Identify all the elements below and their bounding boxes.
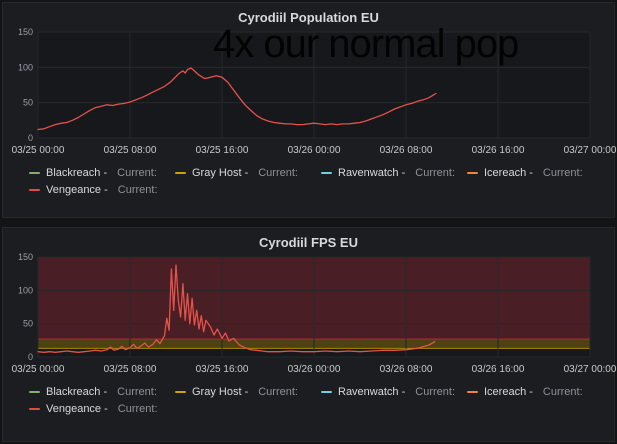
population-chart[interactable]: 0 50 100 150 03/25 00:00 03/25 08:00 03/25 16:… — [6, 27, 617, 160]
series-current-value: Current: — [117, 402, 158, 415]
panel-population: Cyrodiil Population EU 0 50 100 150 03/25 00… — [2, 2, 617, 218]
x-tick-label: 03/26 00:00 — [288, 145, 341, 156]
panel-title-fps[interactable]: Cyrodiil FPS EU — [259, 234, 358, 250]
series-color-icon — [29, 407, 40, 410]
series-line-vengeance — [37, 67, 437, 131]
y-tick-label: 100 — [18, 285, 33, 295]
legend-item-blackreach[interactable]: Blackreach - Current: — [29, 386, 175, 398]
x-tick-label: 03/25 16:00 — [196, 145, 249, 156]
x-tick-label: 03/26 00:00 — [288, 364, 341, 375]
series-name-label: Ravenwatch - — [338, 385, 406, 398]
series-current-value: Current: — [117, 385, 157, 398]
y-tick-label: 0 — [28, 352, 33, 362]
series-line-vengeance — [37, 263, 436, 353]
panel-title-population[interactable]: Cyrodiil Population EU — [238, 10, 379, 25]
series-name-label: Ravenwatch - — [338, 167, 406, 179]
series-name-label: Gray Host - — [192, 385, 249, 398]
x-tick-label: 03/26 16:00 — [472, 364, 525, 375]
x-tick-label: 03/25 08:00 — [104, 364, 157, 375]
series-color-icon — [175, 390, 186, 393]
y-tick-label: 0 — [28, 133, 33, 143]
legend-population: Blackreach - Current: Gray Host - Current: R… — [5, 167, 612, 196]
legend-item-ravenwatch[interactable]: Ravenwatch - Current: — [321, 167, 467, 179]
x-tick-label: 03/26 08:00 — [380, 364, 433, 375]
legend-item-gray-host[interactable]: Gray Host - Current: — [175, 386, 321, 398]
x-tick-label: 03/25 00:00 — [12, 145, 65, 156]
legend-item-blackreach[interactable]: Blackreach - Current: — [29, 167, 175, 179]
fps-chart[interactable]: 0 50 100 150 03/25 00:00 03/25 08:00 03/25 16:… — [6, 252, 617, 379]
y-tick-label: 50 — [23, 98, 33, 108]
legend-item-icereach[interactable]: Icereach - Current: — [467, 167, 613, 179]
y-tick-label: 50 — [23, 318, 33, 328]
series-current-value: Current: — [117, 184, 158, 196]
x-tick-label: 03/25 00:00 — [12, 364, 65, 375]
series-current-value: Current: — [117, 167, 157, 179]
y-tick-label: 150 — [18, 27, 33, 37]
series-current-value: Current: — [258, 167, 298, 179]
series-color-icon — [467, 390, 478, 393]
x-tick-label: 03/26 08:00 — [380, 145, 433, 156]
series-name-label: Blackreach - — [46, 167, 108, 179]
legend-item-vengeance[interactable]: Vengeance - Current: — [29, 403, 175, 415]
legend-item-gray-host[interactable]: Gray Host - Current: — [175, 167, 321, 179]
series-name-label: Blackreach - — [46, 385, 108, 398]
panel-fps: Cyrodiil FPS EU 0 50 100 150 03/25 00:00 03/2… — [2, 226, 617, 442]
y-tick-label: 150 — [18, 252, 33, 262]
series-name-label: Vengeance - — [46, 402, 108, 415]
legend-item-icereach[interactable]: Icereach - Current: — [467, 386, 613, 398]
series-current-value: Current: — [542, 385, 583, 398]
series-name-label: Icereach - — [484, 167, 533, 179]
series-current-value: Current: — [258, 385, 298, 398]
series-color-icon — [467, 172, 478, 174]
series-name-label: Vengeance - — [46, 184, 108, 196]
y-tick-label: 100 — [18, 62, 33, 72]
series-color-icon — [321, 172, 332, 174]
legend-item-ravenwatch[interactable]: Ravenwatch - Current: — [321, 386, 467, 398]
legend-fps: Blackreach - Current: Gray Host - Current: R… — [5, 386, 612, 415]
series-color-icon — [29, 390, 40, 393]
series-current-value: Current: — [415, 385, 456, 398]
x-tick-label: 03/25 08:00 — [104, 145, 157, 156]
x-tick-label: 03/27 00:00 — [564, 364, 617, 375]
series-color-icon — [321, 390, 332, 393]
series-name-label: Icereach - — [484, 385, 533, 398]
series-name-label: Gray Host - — [192, 167, 249, 179]
series-color-icon — [175, 172, 186, 174]
legend-item-vengeance[interactable]: Vengeance - Current: — [29, 184, 175, 196]
series-current-value: Current: — [542, 167, 583, 179]
series-current-value: Current: — [415, 167, 456, 179]
series-color-icon — [29, 189, 40, 191]
x-tick-label: 03/27 00:00 — [564, 145, 617, 156]
x-tick-label: 03/25 16:00 — [196, 364, 249, 375]
x-tick-label: 03/26 16:00 — [472, 145, 525, 156]
series-color-icon — [29, 172, 40, 174]
